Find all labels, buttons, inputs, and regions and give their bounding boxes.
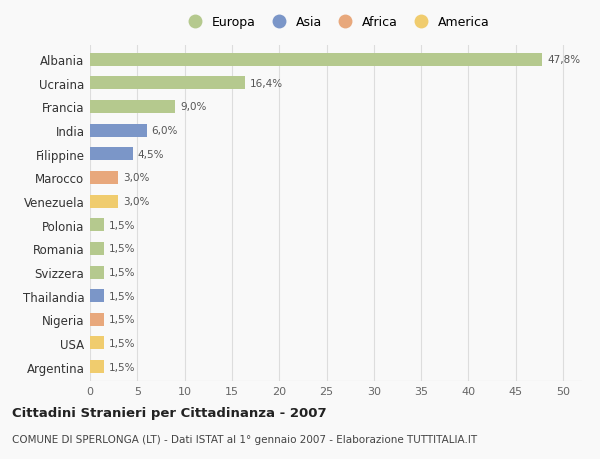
Text: 1,5%: 1,5% xyxy=(109,338,136,348)
Bar xyxy=(90,172,118,185)
Legend: Europa, Asia, Africa, America: Europa, Asia, Africa, America xyxy=(178,12,494,33)
Text: 3,0%: 3,0% xyxy=(123,196,149,207)
Text: 9,0%: 9,0% xyxy=(180,102,206,112)
Bar xyxy=(90,148,133,161)
Text: 1,5%: 1,5% xyxy=(109,314,136,325)
Bar xyxy=(90,242,104,255)
Text: COMUNE DI SPERLONGA (LT) - Dati ISTAT al 1° gennaio 2007 - Elaborazione TUTTITAL: COMUNE DI SPERLONGA (LT) - Dati ISTAT al… xyxy=(12,434,477,444)
Text: 6,0%: 6,0% xyxy=(151,126,178,136)
Text: 1,5%: 1,5% xyxy=(109,244,136,254)
Bar xyxy=(90,266,104,279)
Text: 3,0%: 3,0% xyxy=(123,173,149,183)
Text: 1,5%: 1,5% xyxy=(109,291,136,301)
Bar xyxy=(90,54,542,67)
Bar xyxy=(90,124,147,137)
Text: 16,4%: 16,4% xyxy=(250,78,283,89)
Text: 47,8%: 47,8% xyxy=(547,55,580,65)
Bar xyxy=(90,195,118,208)
Bar xyxy=(90,219,104,232)
Bar xyxy=(90,313,104,326)
Bar xyxy=(90,337,104,350)
Bar xyxy=(90,360,104,373)
Bar xyxy=(90,77,245,90)
Text: 1,5%: 1,5% xyxy=(109,362,136,372)
Text: 1,5%: 1,5% xyxy=(109,220,136,230)
Bar xyxy=(90,101,175,114)
Text: 1,5%: 1,5% xyxy=(109,268,136,277)
Text: 4,5%: 4,5% xyxy=(137,150,164,159)
Text: Cittadini Stranieri per Cittadinanza - 2007: Cittadini Stranieri per Cittadinanza - 2… xyxy=(12,406,326,419)
Bar xyxy=(90,290,104,302)
